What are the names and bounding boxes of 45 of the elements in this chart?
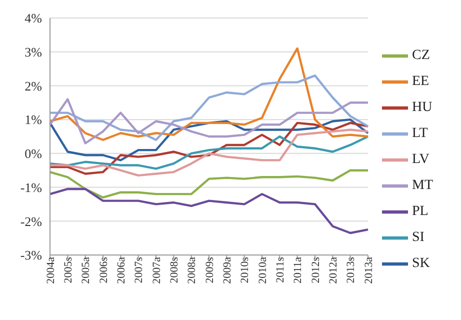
legend-label: MT	[412, 178, 433, 194]
legend-label: EE	[412, 74, 430, 90]
legend-label: SK	[412, 256, 430, 272]
x-tick-label: 2008s	[168, 257, 180, 284]
x-tick-label: 2010a	[256, 256, 269, 284]
legend-label: SI	[412, 230, 424, 246]
y-tick-label: 0%	[24, 146, 42, 162]
line-series	[48, 122, 370, 175]
x-tick-label: 2005a	[80, 256, 92, 284]
x-tick-label: 2011a	[292, 256, 304, 284]
x-tick-label: 2008a	[186, 256, 198, 284]
x-tick-label: 2010s	[239, 257, 252, 284]
x-tick-label: 2009a	[221, 256, 234, 284]
x-tick-label: 2007a	[150, 256, 163, 284]
legend-label: CZ	[412, 48, 430, 64]
x-tick-label: 2006s	[98, 257, 110, 284]
x-tick-label: 2011s	[274, 257, 286, 283]
x-tick-label: 2009s	[204, 257, 216, 284]
y-tick-label: -3%	[20, 248, 42, 263]
line-series	[48, 74, 370, 141]
y-tick-label: 2%	[24, 78, 42, 94]
x-tick-label: 2007s	[133, 257, 146, 284]
y-tick-label: -1%	[20, 180, 42, 195]
x-tick-label: 2005s	[62, 257, 74, 284]
x-tick-label: 2004a	[44, 256, 57, 284]
legend-label: PL	[412, 204, 428, 220]
legend-label: HU	[412, 100, 432, 116]
x-tick-label: 2013s	[345, 257, 358, 284]
x-tick-label: 2006a	[115, 256, 128, 284]
line-series	[48, 169, 370, 199]
y-tick-label: 3%	[24, 44, 42, 60]
line-series	[48, 98, 370, 144]
y-tick-label: -2%	[20, 214, 42, 229]
line-series	[48, 188, 370, 234]
line-series	[48, 47, 370, 141]
y-tick-label: 4%	[24, 10, 42, 26]
legend-label: LT	[412, 126, 428, 142]
y-tick-label: 1%	[24, 112, 42, 128]
x-tick-label: 2012s	[310, 257, 322, 284]
x-tick-label: 2012a	[327, 256, 340, 284]
legend-label: LV	[412, 152, 430, 168]
line-series	[48, 128, 370, 177]
x-tick-label: 2013a	[362, 256, 375, 284]
line-series	[48, 135, 370, 170]
line-series	[48, 118, 370, 162]
